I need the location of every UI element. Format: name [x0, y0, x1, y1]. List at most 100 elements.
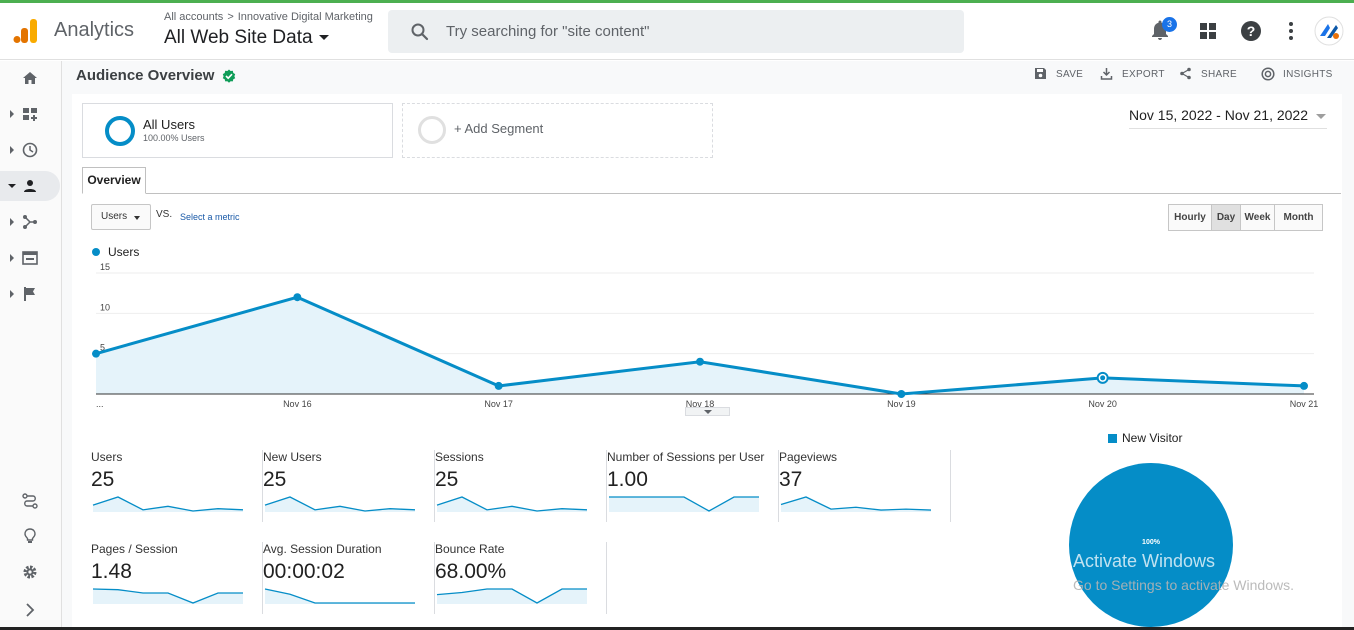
caret-down-icon	[134, 216, 140, 220]
sparkline-line	[92, 588, 243, 604]
x-tick-label: ...	[96, 399, 104, 408]
segment-ring-icon	[105, 116, 135, 146]
all-accounts-link[interactable]: All accounts	[164, 11, 224, 23]
nav-home[interactable]	[0, 63, 60, 93]
dashboard-icon	[23, 108, 37, 121]
account-avatar[interactable]	[1314, 16, 1344, 46]
nav-customization[interactable]	[0, 99, 60, 129]
pie-slice-new-visitor[interactable]: 100%	[1069, 463, 1233, 627]
data-point[interactable]	[92, 349, 100, 358]
data-point[interactable]	[293, 293, 302, 302]
metric-tile[interactable]: Number of Sessions per User 1.00	[607, 450, 779, 522]
metric-label: New Users	[263, 450, 322, 464]
metric-select[interactable]: Users	[91, 204, 151, 230]
segment-all-users[interactable]: All Users 100.00% Users	[82, 103, 393, 158]
search-input[interactable]: Try searching for "site content"	[446, 23, 650, 40]
series-area-users	[96, 297, 1304, 394]
metric-label: Pageviews	[779, 450, 838, 464]
person-icon	[24, 180, 36, 192]
metric-tile[interactable]: Users 25	[91, 450, 263, 522]
tab-overview[interactable]: Overview	[82, 167, 146, 194]
share-icon	[1180, 67, 1191, 80]
nav-conversions[interactable]	[0, 279, 60, 309]
metric-value: 25	[91, 468, 115, 491]
users-line-chart[interactable]: 15 10 5... Nov 16 Nov 17 Nov 18 Nov 19 Nov 20 No…	[91, 263, 1331, 408]
header: Analytics All accounts > Innovative Digita…	[0, 3, 1354, 60]
sparkline-line	[264, 588, 415, 604]
sparkline-area	[437, 497, 587, 512]
nav-attribution[interactable]	[0, 486, 60, 516]
collapse-arrow-icon	[8, 184, 16, 188]
date-range-picker[interactable]: Nov 15, 2022 - Nov 21, 2022	[1129, 107, 1327, 123]
x-tick-label: Nov 20	[1088, 399, 1117, 408]
help-icon[interactable]: ?	[1239, 19, 1263, 43]
insights-button[interactable]: INSIGHTS	[1261, 67, 1333, 81]
apps-grid-icon[interactable]	[1196, 19, 1220, 43]
export-button[interactable]: EXPORT	[1100, 68, 1165, 80]
metric-sparkline	[264, 588, 415, 604]
search-bar[interactable]: Try searching for "site content"	[388, 10, 964, 53]
nav-audience[interactable]	[0, 171, 60, 201]
metric-label: Sessions	[435, 450, 484, 464]
app-title[interactable]: Analytics	[54, 19, 135, 41]
nav-behavior[interactable]	[0, 243, 60, 273]
select-metric-link[interactable]: Select a metric	[180, 212, 240, 222]
expand-arrow-icon	[10, 290, 14, 298]
property-name[interactable]: All Web Site Data	[164, 27, 313, 48]
save-button[interactable]: SAVE	[1034, 68, 1083, 80]
nav-realtime[interactable]	[0, 135, 60, 165]
metric-value: 1.00	[607, 468, 648, 491]
sparkline-area	[265, 589, 415, 604]
granularity-week[interactable]: Week	[1240, 204, 1275, 231]
nav-acquisition[interactable]	[0, 207, 60, 237]
notification-badge: 3	[1162, 17, 1177, 32]
flag-icon	[24, 287, 35, 301]
granularity-day[interactable]: Day	[1211, 204, 1241, 231]
analytics-logo-icon[interactable]	[12, 17, 40, 45]
metric-sparkline	[436, 588, 587, 604]
pie-slice-label: 100%	[1142, 539, 1160, 546]
metric-tile[interactable]: Pages / Session 1.48	[91, 542, 263, 614]
data-point[interactable]	[1300, 381, 1308, 390]
series-legend-dot	[92, 248, 100, 256]
sparkline-area	[437, 589, 587, 604]
granularity-hourly[interactable]: Hourly	[1168, 204, 1212, 231]
metric-tile[interactable]: Bounce Rate 68.00%	[435, 542, 607, 614]
windows-activation-text: Go to Settings to activate Windows.	[1073, 577, 1294, 593]
add-segment-button[interactable]: + Add Segment	[402, 103, 713, 158]
data-point[interactable]	[696, 357, 704, 366]
more-vert-icon[interactable]	[1279, 19, 1303, 43]
sparkline-line	[436, 588, 587, 604]
y-tick-label: 10	[100, 302, 110, 312]
share-button[interactable]: SHARE	[1179, 67, 1237, 80]
nav-discover[interactable]	[0, 521, 60, 551]
granularity-month[interactable]: Month	[1274, 204, 1323, 231]
gear-icon	[23, 565, 37, 579]
property-selector[interactable]: All Web Site Data	[164, 27, 329, 49]
metric-tile[interactable]: Pageviews 37	[779, 450, 951, 522]
caret-down-icon	[318, 35, 329, 41]
account-breadcrumb[interactable]: All accounts > Innovative Digital Marketin…	[164, 11, 373, 23]
account-name[interactable]: Innovative Digital Marketing	[237, 11, 373, 23]
metric-tile[interactable]: New Users 25	[263, 450, 435, 522]
metric-tile[interactable]: Avg. Session Duration 00:00:02	[263, 542, 435, 614]
expand-arrow-icon	[10, 254, 14, 262]
metric-label: Number of Sessions per User	[607, 450, 765, 464]
sparkline-line	[436, 496, 588, 512]
segment-title: All Users	[143, 117, 196, 132]
attribution-icon	[22, 493, 38, 509]
metric-sparkline	[92, 496, 244, 512]
nav-admin[interactable]	[0, 557, 60, 587]
behavior-icon	[22, 251, 38, 265]
vs-label: VS.	[156, 209, 173, 220]
metric-value: 37	[779, 468, 803, 491]
share-label: SHARE	[1201, 69, 1237, 80]
metric-value: 25	[263, 468, 287, 491]
chart-collapse-handle[interactable]	[685, 407, 730, 416]
metric-label: Users	[91, 450, 123, 464]
metric-tile[interactable]: Sessions 25	[435, 450, 607, 522]
nav-expand[interactable]	[0, 595, 60, 625]
left-nav	[0, 61, 62, 630]
data-point[interactable]	[897, 390, 906, 398]
data-point[interactable]	[494, 381, 503, 390]
